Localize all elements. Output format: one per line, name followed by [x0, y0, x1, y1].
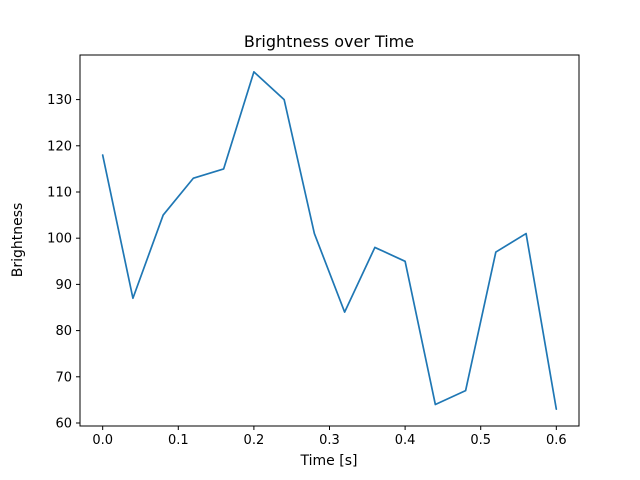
- x-tick-label: 0.0: [92, 433, 113, 448]
- plot-border: [79, 54, 580, 427]
- x-tick-label: 0.6: [546, 433, 567, 448]
- chart-title: Brightness over Time: [244, 32, 414, 51]
- y-tick-label: 110: [47, 185, 72, 200]
- axes: 0.0 0.1 0.2 0.3 0.4 0.5 0.6 60 70 80 90 100 110 120 13…: [47, 54, 580, 448]
- y-tick-label: 100: [47, 232, 72, 247]
- x-axis-label: Time [s]: [300, 453, 358, 469]
- y-tick-label: 70: [55, 370, 72, 385]
- y-tick-label: 60: [55, 416, 72, 431]
- y-tick-label: 80: [55, 324, 72, 339]
- x-tick-label: 0.3: [319, 433, 340, 448]
- y-tick-label: 130: [47, 93, 72, 108]
- x-tick-label: 0.2: [244, 433, 265, 448]
- x-tick-label: 0.4: [395, 433, 416, 448]
- x-tick-label: 0.1: [168, 433, 189, 448]
- y-axis-label: Brightness: [10, 203, 26, 278]
- brightness-line-series: [101, 71, 558, 410]
- data-series: [101, 71, 558, 410]
- y-tick-label: 120: [47, 139, 72, 154]
- x-tick-label: 0.5: [470, 433, 491, 448]
- y-tick-label: 90: [55, 278, 72, 293]
